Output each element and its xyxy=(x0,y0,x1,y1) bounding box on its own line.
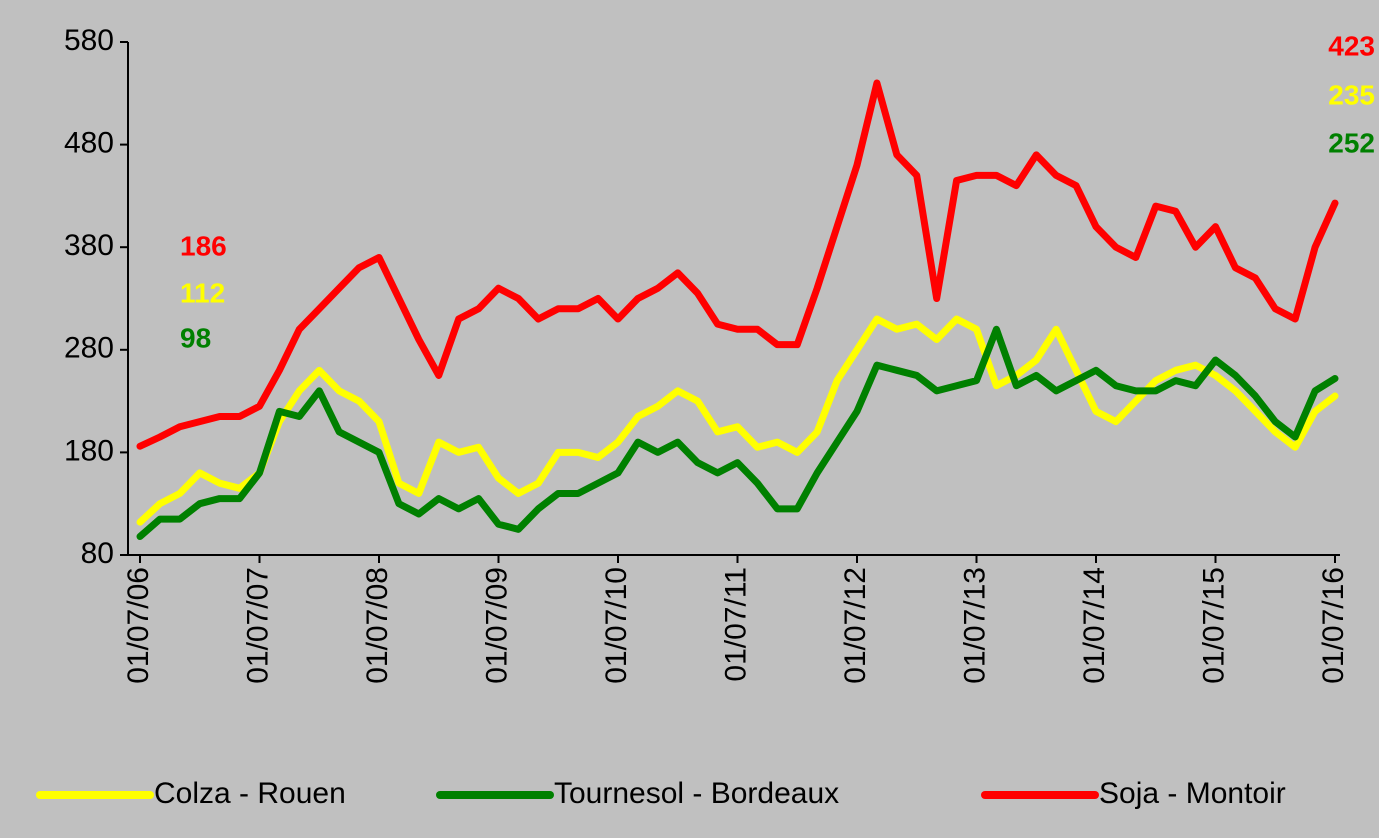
legend-label: Colza - Rouen xyxy=(154,777,346,810)
line-series xyxy=(136,79,1339,450)
annotation: 98 xyxy=(180,322,211,353)
line-series xyxy=(136,315,1339,526)
legend-item: Soja - Montoir xyxy=(981,777,1286,810)
x-tick-label: 01/07/06 xyxy=(122,567,155,684)
legend-item: Tournesol - Bordeaux xyxy=(436,777,839,810)
x-tick-label: 01/07/08 xyxy=(361,567,394,684)
x-tick-label: 01/07/15 xyxy=(1197,567,1230,684)
x-tick-label: 01/07/12 xyxy=(839,567,872,684)
x-tick-label: 01/07/11 xyxy=(719,567,752,682)
annotation: 235 xyxy=(1328,79,1375,110)
annotation: 423 xyxy=(1328,30,1375,61)
line-series xyxy=(136,325,1339,541)
y-tick-label: 380 xyxy=(64,229,114,262)
legend-label: Soja - Montoir xyxy=(1099,777,1286,810)
y-tick-label: 80 xyxy=(81,537,114,570)
x-tick-label: 01/07/07 xyxy=(241,567,274,684)
legend-label: Tournesol - Bordeaux xyxy=(554,777,839,810)
annotation: 112 xyxy=(180,277,225,308)
legend-item: Colza - Rouen xyxy=(36,777,346,810)
x-tick-label: 01/07/10 xyxy=(600,567,633,684)
y-tick-label: 280 xyxy=(64,332,114,365)
annotation: 186 xyxy=(180,230,227,261)
annotation: 252 xyxy=(1328,127,1375,158)
x-tick-label: 01/07/16 xyxy=(1317,567,1350,684)
y-tick-label: 180 xyxy=(64,434,114,467)
x-tick-label: 01/07/09 xyxy=(480,567,513,684)
x-tick-label: 01/07/14 xyxy=(1078,567,1111,684)
x-tick-label: 01/07/13 xyxy=(958,567,991,684)
y-tick-label: 580 xyxy=(64,24,114,57)
y-tick-label: 480 xyxy=(64,127,114,160)
